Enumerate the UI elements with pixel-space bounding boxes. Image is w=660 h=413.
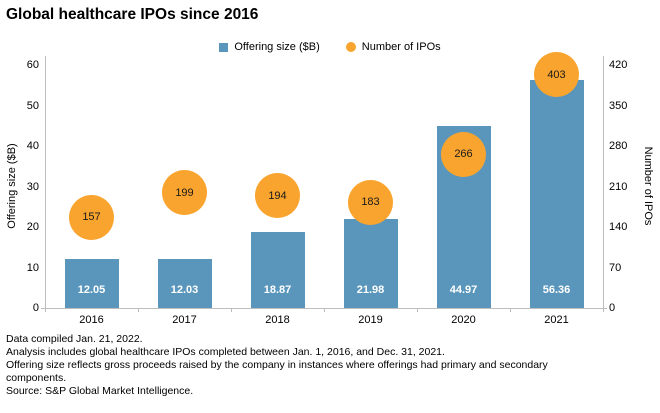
right-axis-tick-label: 70	[609, 261, 622, 274]
offering-size-bar: 12.03	[157, 259, 212, 308]
left-axis-tick-label: 10	[26, 261, 39, 274]
offering-size-bar: 21.98	[343, 218, 398, 308]
x-axis-tick	[231, 308, 232, 312]
right-axis-line	[603, 56, 604, 308]
ipo-count-bubble: 194	[255, 173, 300, 219]
left-axis-tick-label: 30	[26, 180, 39, 193]
offering-size-value-label: 12.03	[170, 283, 199, 296]
left-axis-tick-label: 20	[26, 221, 39, 233]
legend-item-number-of-ipos: Number of IPOs	[345, 41, 441, 53]
offering-size-value-label: 44.97	[449, 283, 478, 296]
right-axis-tick-label: 210	[609, 180, 628, 193]
right-axis-tick-label: 350	[609, 99, 628, 112]
left-axis-tick-label: 60	[26, 59, 39, 71]
left-axis-tick-label: 0	[32, 302, 39, 314]
left-axis-tick-label: 40	[26, 140, 39, 152]
offering-size-value-label: 56.36	[542, 283, 571, 296]
legend-label-offering-size: Offering size ($B)	[234, 41, 320, 53]
offering-size-value-label: 12.05	[77, 283, 106, 296]
chart-title: Global healthcare IPOs since 2016	[6, 6, 259, 23]
ipo-count-bubble: 199	[162, 170, 207, 216]
offering-size-bar: 18.87	[250, 231, 305, 308]
right-axis-tick-label: 280	[609, 140, 628, 152]
offering-size-bar: 12.05	[64, 259, 119, 308]
left-axis-line	[45, 56, 46, 308]
x-axis-tick	[324, 308, 325, 312]
right-axis-tick-label: 0	[609, 302, 616, 314]
offering-size-value-label: 21.98	[356, 283, 385, 296]
ipo-count-bubble: 157	[69, 194, 114, 240]
x-axis-category-label: 2017	[172, 314, 197, 326]
legend-label-number-of-ipos: Number of IPOs	[361, 41, 441, 53]
right-axis-tick-label: 140	[609, 221, 628, 233]
legend: Offering size ($B) Number of IPOs	[0, 41, 660, 53]
bar-series-swatch-icon	[219, 42, 229, 52]
offering-size-value-label: 18.87	[263, 283, 292, 296]
bubble-series-swatch-icon	[345, 42, 356, 52]
x-axis-tick	[138, 308, 139, 312]
ipo-count-bubble: 403	[534, 52, 579, 98]
legend-item-offering-size: Offering size ($B)	[219, 41, 320, 53]
x-axis-tick	[510, 308, 511, 312]
x-axis-category-label: 2019	[358, 314, 383, 326]
right-axis-tick-label: 420	[609, 59, 628, 71]
x-axis-category-label: 2018	[265, 314, 290, 326]
footnote-line: Analysis includes global healthcare IPOs…	[6, 346, 445, 358]
ipo-count-bubble: 183	[348, 179, 393, 225]
left-axis-tick-label: 50	[26, 99, 39, 112]
x-axis-category-label: 2020	[451, 314, 476, 326]
footnote-line: Source: S&P Global Market Intelligence.	[6, 385, 194, 397]
footnote-line: components.	[6, 372, 67, 384]
x-axis-category-label: 2021	[544, 314, 569, 326]
footnotes: Data compiled Jan. 21, 2022. Analysis inc…	[6, 333, 548, 398]
x-axis-tick	[45, 308, 46, 312]
footnote-line: Data compiled Jan. 21, 2022.	[6, 333, 143, 345]
footnote-line: Offering size reflects gross proceeds ra…	[6, 359, 548, 371]
x-axis-tick	[603, 308, 604, 312]
ipo-count-bubble: 266	[441, 131, 486, 177]
x-axis-category-label: 2016	[79, 314, 104, 326]
x-axis-tick	[417, 308, 418, 312]
offering-size-bar: 56.36	[529, 79, 584, 308]
